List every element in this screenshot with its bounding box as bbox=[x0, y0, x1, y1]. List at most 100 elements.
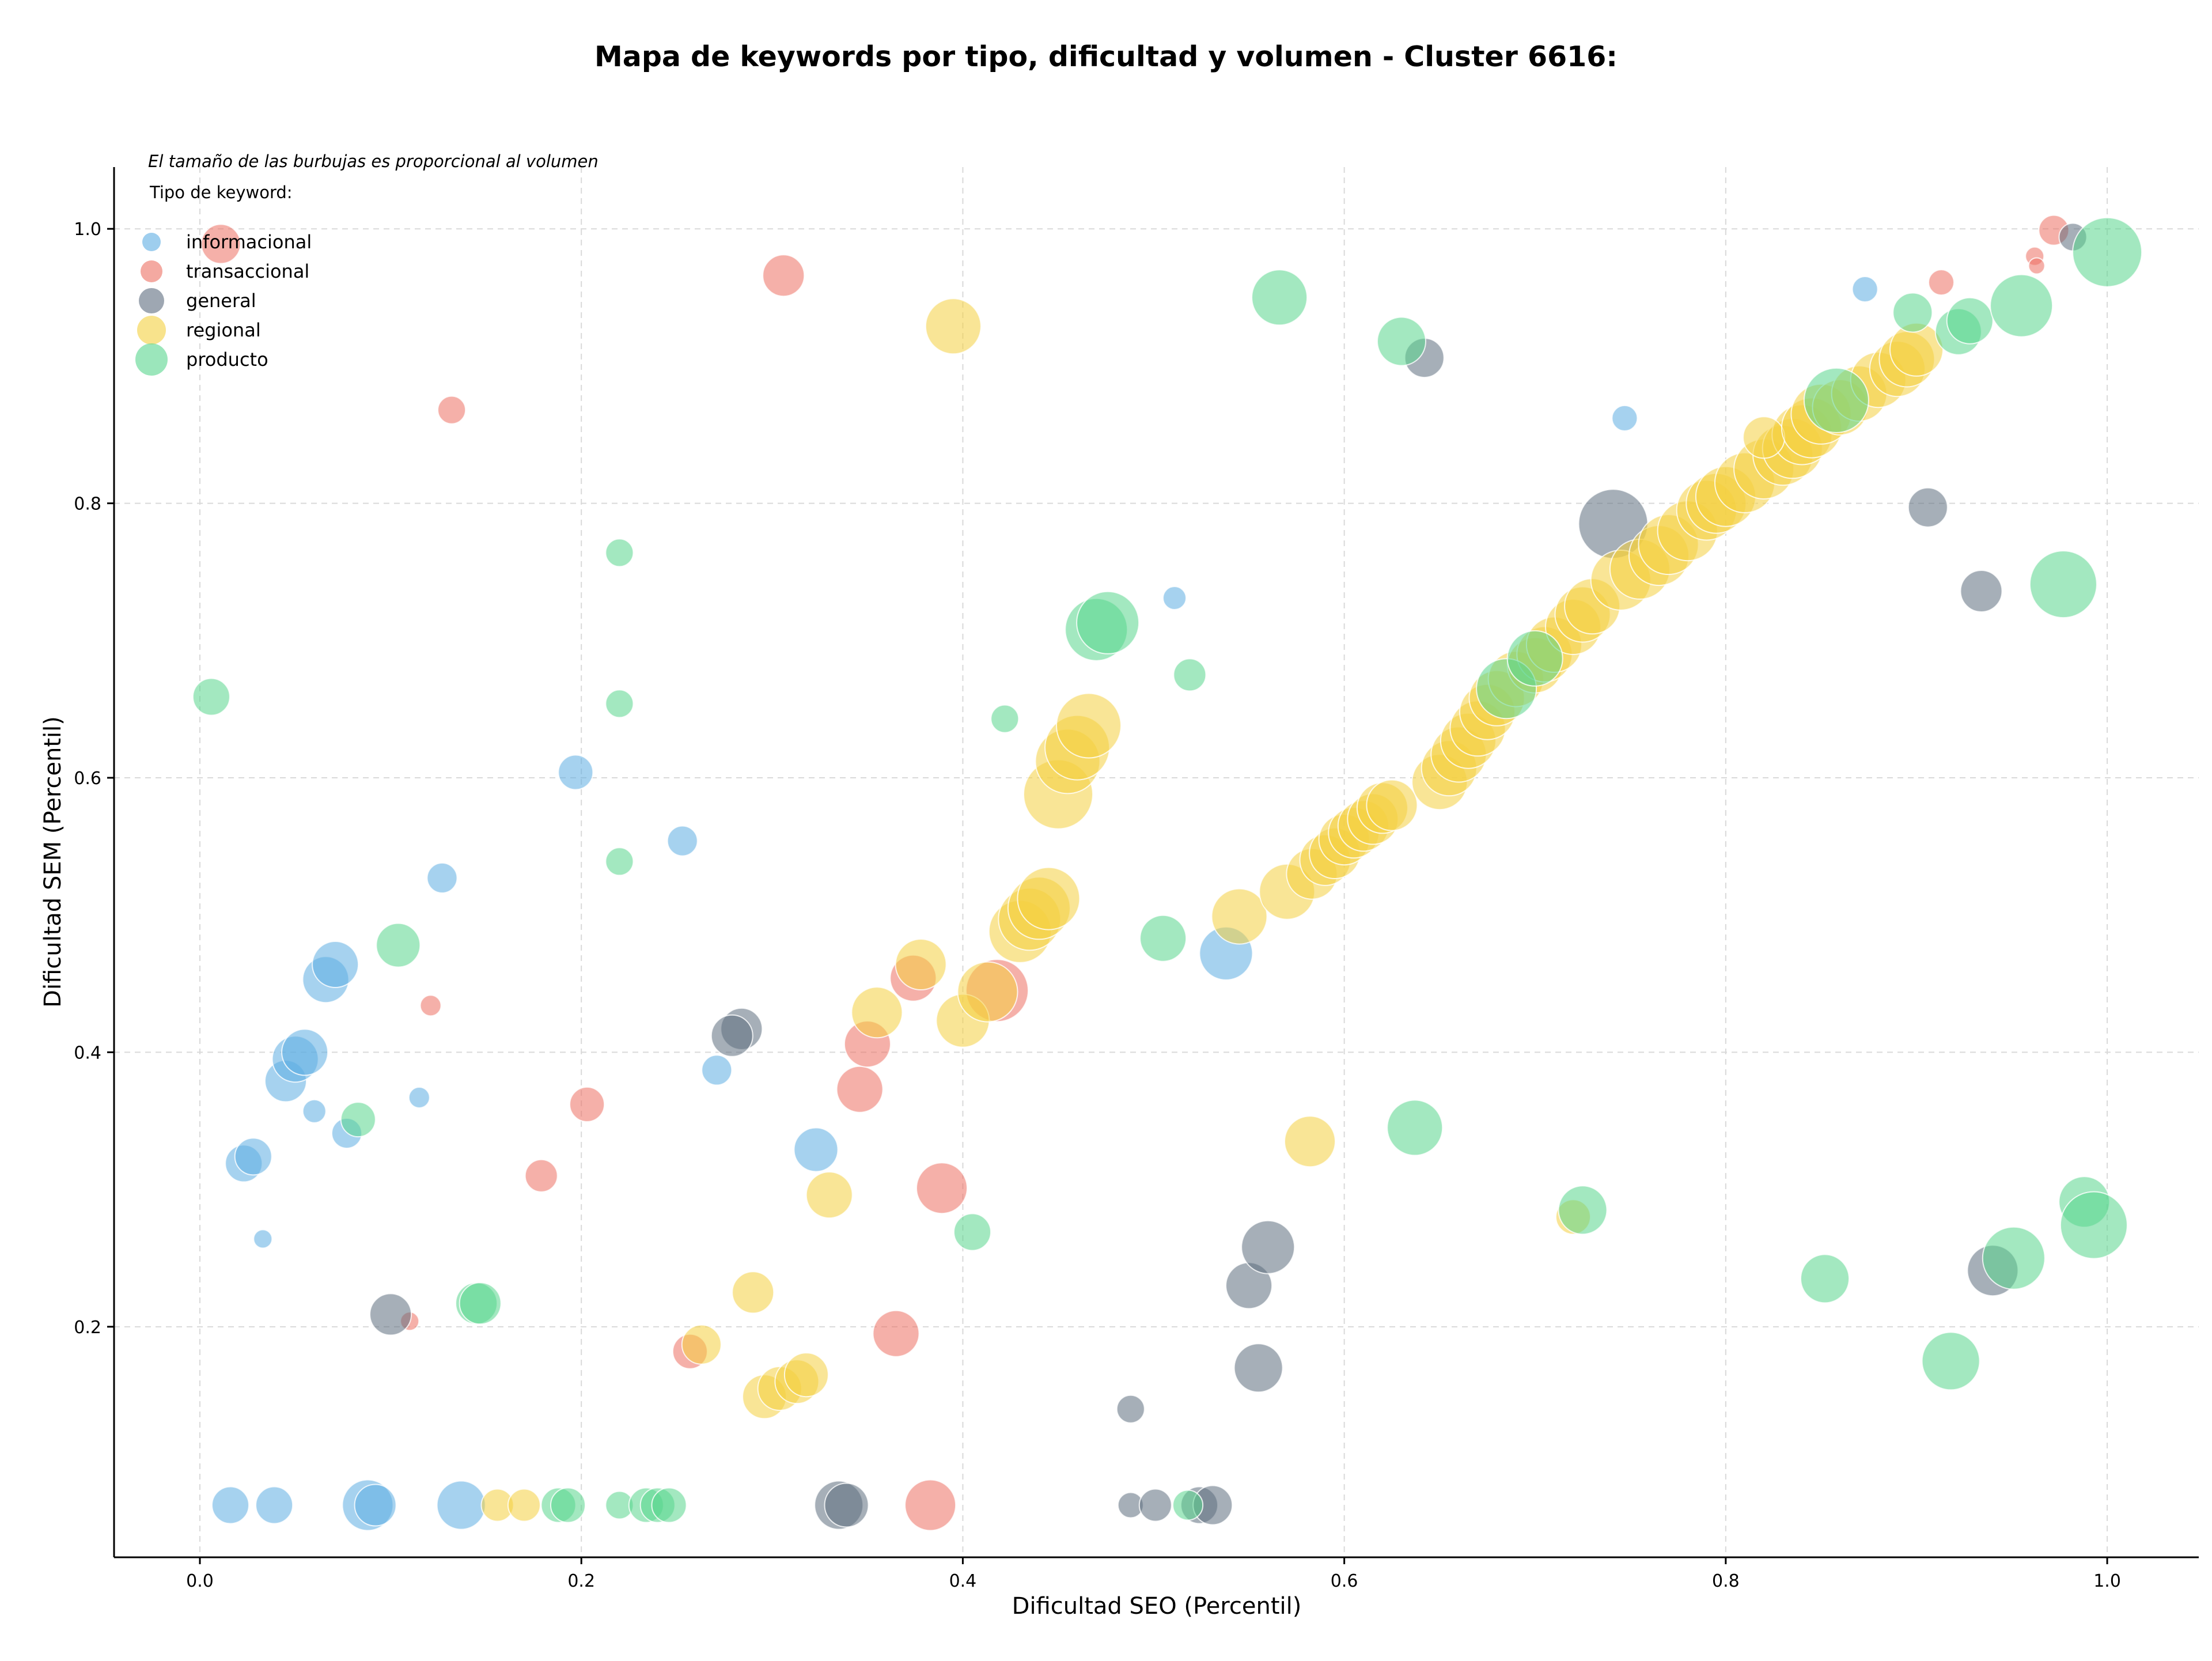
bubble-point bbox=[376, 922, 421, 968]
bubble-point bbox=[312, 941, 359, 988]
bubble-point bbox=[253, 1229, 273, 1249]
bubble-point bbox=[1921, 1331, 1980, 1391]
legend: informacional transaccional general regiona… bbox=[135, 231, 312, 376]
bubble-point bbox=[1241, 1220, 1296, 1274]
bubble-point bbox=[1611, 404, 1638, 432]
bubble-point bbox=[281, 1028, 329, 1076]
y-tick-label: 0.2 bbox=[74, 1318, 101, 1338]
bubble-point bbox=[426, 862, 458, 894]
bubble-point bbox=[211, 1486, 249, 1524]
chart-title: Mapa de keywords por tipo, dificultad y … bbox=[594, 40, 1618, 73]
legend-marker-informacional bbox=[142, 233, 161, 251]
bubble-point bbox=[957, 961, 1018, 1023]
bubble-point bbox=[340, 1102, 376, 1138]
y-axis-label: Dificultad SEM (Percentil) bbox=[40, 716, 66, 1008]
legend-label-regional: regional bbox=[186, 319, 261, 341]
bubble-point bbox=[419, 994, 442, 1017]
bubble-point bbox=[2072, 217, 2143, 287]
legend-title: Tipo de keyword: bbox=[149, 183, 293, 202]
bubble-point bbox=[872, 1310, 920, 1357]
bubble-point bbox=[836, 1065, 884, 1113]
bubble-point bbox=[1284, 1115, 1336, 1168]
x-tick-label: 1.0 bbox=[2093, 1571, 2121, 1591]
legend-label-informacional: informacional bbox=[186, 231, 312, 253]
bubble-point bbox=[1251, 269, 1308, 326]
bubble-point bbox=[1892, 292, 1933, 333]
bubble-point bbox=[1377, 316, 1426, 366]
y-tick-label: 0.4 bbox=[74, 1043, 101, 1063]
bubble-point bbox=[1990, 274, 2054, 338]
bubble-point bbox=[666, 825, 698, 857]
grid-lines bbox=[114, 167, 2199, 1557]
legend-marker-producto bbox=[135, 343, 168, 376]
bubble-point bbox=[524, 1159, 558, 1193]
x-ticks: 0.0 0.2 0.4 0.6 0.8 1.0 bbox=[186, 1557, 2121, 1591]
bubble-point bbox=[1116, 1394, 1145, 1424]
bubble-point bbox=[681, 1324, 722, 1365]
legend-label-transaccional: transaccional bbox=[186, 260, 309, 282]
series-informacional bbox=[211, 276, 1878, 1531]
bubble-point bbox=[1946, 297, 1994, 345]
bubble-point bbox=[2028, 257, 2046, 275]
bubble-point bbox=[824, 1482, 869, 1528]
bubble-point bbox=[1960, 570, 2003, 612]
x-tick-label: 0.8 bbox=[1712, 1571, 1740, 1591]
bubble-point bbox=[1233, 1343, 1283, 1393]
legend-marker-regional bbox=[137, 316, 166, 345]
bubble-point bbox=[1387, 1099, 1444, 1156]
bubble-point bbox=[369, 1293, 412, 1336]
bubble-point bbox=[1211, 888, 1268, 945]
bubble-point bbox=[558, 754, 594, 790]
bubble-point bbox=[1017, 867, 1081, 930]
bubble-point bbox=[1173, 658, 1207, 692]
series-producto bbox=[192, 217, 2143, 1523]
series-general bbox=[369, 222, 2088, 1530]
bubble-point bbox=[1928, 269, 1955, 296]
bubble-point bbox=[732, 1271, 775, 1314]
bubble-point bbox=[192, 678, 230, 716]
bubble-size-note: El tamaño de las burbujas es proporciona… bbox=[148, 152, 599, 171]
x-axis-label: Dificultad SEO (Percentil) bbox=[1012, 1593, 1302, 1620]
legend-marker-general bbox=[139, 288, 164, 313]
bubble-point bbox=[1366, 779, 1418, 831]
legend-marker-transaccional bbox=[141, 260, 162, 282]
y-tick-label: 1.0 bbox=[74, 220, 101, 240]
bubble-point bbox=[783, 1352, 829, 1398]
x-tick-label: 0.0 bbox=[186, 1571, 214, 1591]
bubble-point bbox=[1558, 1185, 1608, 1235]
bubble-point bbox=[1139, 914, 1187, 962]
bubble-point bbox=[1800, 1254, 1850, 1304]
bubble-point bbox=[459, 1282, 502, 1325]
bubble-point bbox=[1743, 416, 1786, 459]
bubble-point bbox=[234, 1137, 272, 1176]
bubble-point bbox=[1076, 591, 1140, 654]
bubble-point bbox=[605, 538, 634, 567]
bubble-point bbox=[953, 1213, 991, 1251]
bubble-point bbox=[1851, 276, 1878, 302]
bubble-point bbox=[550, 1487, 586, 1523]
bubble-point bbox=[255, 1486, 294, 1524]
bubble-point bbox=[701, 1054, 733, 1086]
bubble-point bbox=[851, 986, 903, 1039]
x-tick-label: 0.6 bbox=[1331, 1571, 1358, 1591]
bubble-point bbox=[805, 1171, 853, 1219]
x-tick-label: 0.4 bbox=[949, 1571, 977, 1591]
bubble-layer bbox=[192, 214, 2143, 1531]
bubble-point bbox=[200, 224, 241, 264]
bubble-point bbox=[569, 1086, 605, 1122]
bubble-point bbox=[436, 1480, 486, 1530]
bubble-point bbox=[1907, 487, 1948, 528]
bubble-point bbox=[1803, 367, 1869, 433]
bubble-point bbox=[1172, 1489, 1204, 1521]
bubble-point bbox=[437, 395, 467, 425]
bubble-point bbox=[990, 704, 1020, 733]
axes bbox=[113, 167, 2199, 1558]
bubble-point bbox=[605, 847, 634, 876]
bubble-point bbox=[1138, 1488, 1172, 1522]
bubble-point bbox=[1506, 630, 1563, 687]
bubble-point bbox=[2059, 1191, 2128, 1259]
bubble-point bbox=[710, 1014, 753, 1057]
bubble-point bbox=[651, 1487, 687, 1523]
bubble-point bbox=[1162, 586, 1187, 610]
